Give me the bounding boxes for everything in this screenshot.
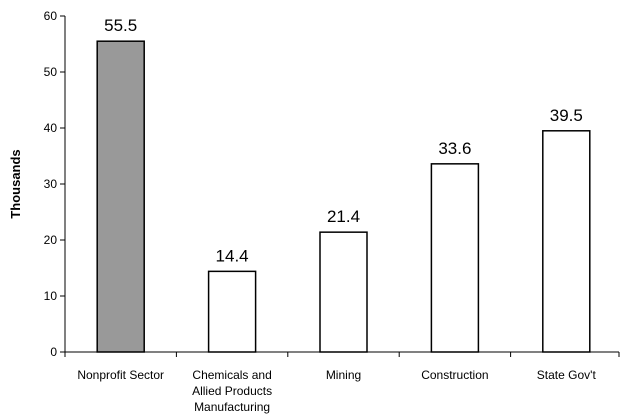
data-label: 21.4 xyxy=(327,207,360,226)
category-label-line: Manufacturing xyxy=(194,400,270,414)
bar xyxy=(207,270,257,353)
category-label: Construction xyxy=(421,368,488,382)
y-tick-label: 20 xyxy=(44,233,58,247)
y-tick-label: 50 xyxy=(44,65,58,79)
y-axis-label: Thousands xyxy=(8,149,23,218)
category-label-line: Chemicals and xyxy=(192,368,271,382)
data-label: 33.6 xyxy=(438,139,471,158)
axes: 0 10 20 30 40 50 60 xyxy=(44,9,620,359)
category-label-line: Allied Products xyxy=(192,384,272,398)
y-tick-label: 0 xyxy=(50,345,57,359)
y-tick-label: 10 xyxy=(44,289,58,303)
data-label: 39.5 xyxy=(550,106,583,125)
category-labels: Nonprofit Sector Chemicals and Allied Prod… xyxy=(77,368,596,414)
category-label: Chemicals and Allied Products Manufacturin… xyxy=(192,368,272,414)
data-label: 14.4 xyxy=(216,246,249,265)
category-label: State Gov't xyxy=(537,368,597,382)
category-label: Nonprofit Sector xyxy=(77,368,164,382)
data-label: 55.5 xyxy=(104,16,137,35)
category-label-line: Nonprofit Sector xyxy=(77,368,164,382)
y-tick-label: 40 xyxy=(44,121,58,135)
category-label: Mining xyxy=(326,368,361,382)
category-label-line: State Gov't xyxy=(537,368,597,382)
bar xyxy=(430,163,480,353)
bar xyxy=(319,231,368,353)
bar xyxy=(96,40,145,353)
category-label-line: Mining xyxy=(326,368,361,382)
category-label-line: Construction xyxy=(421,368,488,382)
y-tick-label: 60 xyxy=(44,9,58,23)
y-tick-label: 30 xyxy=(44,177,58,191)
bar xyxy=(542,130,591,353)
data-labels: 55.5 14.4 21.4 33.6 39.5 xyxy=(104,16,583,265)
bars xyxy=(96,40,591,353)
